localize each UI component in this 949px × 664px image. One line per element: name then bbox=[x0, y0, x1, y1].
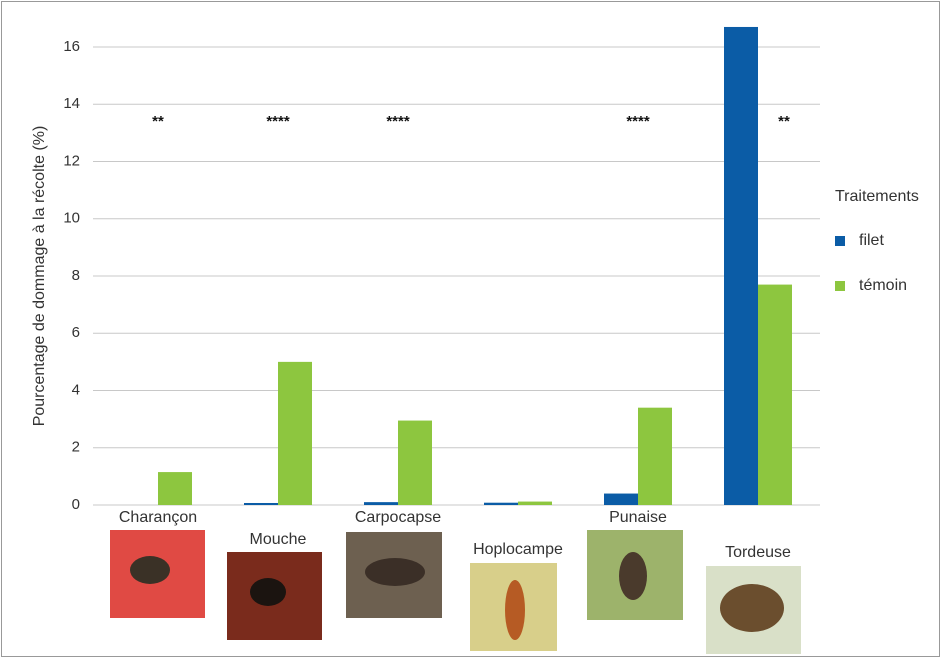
y-tick-label: 6 bbox=[72, 324, 80, 341]
legend-label: témoin bbox=[859, 277, 907, 294]
legend-swatch bbox=[835, 281, 845, 291]
bar bbox=[518, 501, 552, 505]
significance: **** bbox=[386, 113, 410, 130]
bar bbox=[484, 502, 518, 505]
bar bbox=[244, 502, 278, 505]
y-tick-label: 12 bbox=[63, 152, 80, 169]
legend-swatch bbox=[835, 236, 845, 246]
y-tick-label: 8 bbox=[72, 267, 80, 284]
x-tick-label: Charançon bbox=[119, 509, 197, 526]
significance: ** bbox=[152, 113, 164, 130]
significance: ** bbox=[778, 113, 790, 130]
x-tick-label: Mouche bbox=[250, 531, 307, 548]
x-tick-label: Punaise bbox=[609, 509, 667, 526]
bar bbox=[364, 502, 398, 505]
bar bbox=[398, 420, 432, 505]
y-tick-label: 14 bbox=[63, 95, 80, 112]
bar bbox=[278, 361, 312, 505]
x-tick-label: Hoplocampe bbox=[473, 541, 563, 558]
bar bbox=[604, 493, 638, 505]
x-tick-label: Carpocapse bbox=[355, 509, 441, 526]
y-tick-label: 10 bbox=[63, 210, 80, 227]
legend-label: filet bbox=[859, 232, 884, 249]
y-tick-label: 16 bbox=[63, 38, 80, 55]
significance: **** bbox=[626, 113, 650, 130]
legend-title: Traitements bbox=[835, 188, 919, 205]
y-tick-label: 4 bbox=[72, 381, 80, 398]
insect-photos bbox=[110, 530, 801, 654]
bar bbox=[638, 407, 672, 505]
y-tick-label: 0 bbox=[72, 496, 80, 513]
bar bbox=[724, 26, 758, 506]
frame bbox=[1, 1, 940, 657]
y-tick-label: 2 bbox=[72, 439, 80, 456]
bar bbox=[758, 284, 792, 505]
significance: **** bbox=[266, 113, 290, 130]
bar bbox=[158, 472, 192, 505]
x-tick-label: Tordeuse bbox=[725, 544, 791, 561]
y-axis-label: Pourcentage de dommage à la récolte (%) bbox=[31, 126, 48, 427]
